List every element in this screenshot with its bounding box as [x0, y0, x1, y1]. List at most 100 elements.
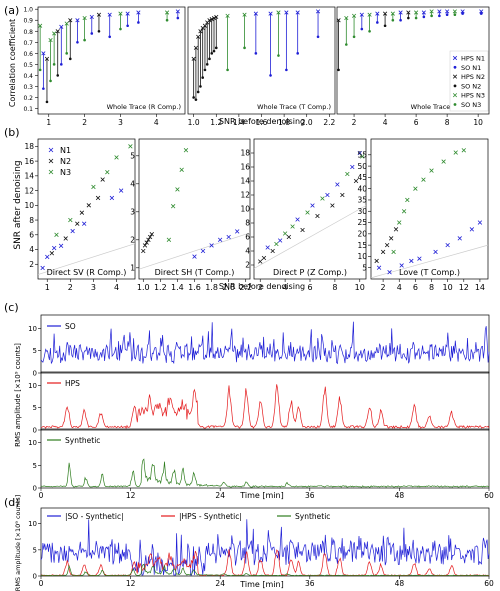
data-point [270, 248, 275, 254]
data-point [200, 248, 206, 254]
so-marker [461, 12, 464, 15]
so-marker [210, 52, 214, 55]
x-tick-label: 1.8 [205, 283, 218, 292]
y-tick-label: 0.7 [23, 40, 33, 47]
data-point [384, 242, 390, 248]
x-tick-label: 4 [383, 118, 388, 127]
hps-marker [295, 10, 300, 15]
data-point [58, 243, 64, 249]
x-tick-label: 1.6 [188, 283, 201, 292]
legend-label: HPS [65, 379, 80, 388]
y-tick-label: 12 [24, 186, 34, 195]
hps-marker [175, 9, 180, 14]
data-point [141, 248, 146, 254]
data-point [79, 210, 85, 215]
data-point [179, 167, 184, 172]
hps-marker [125, 11, 130, 16]
x-tick-label: 1.2 [210, 118, 222, 127]
so-marker [430, 14, 433, 18]
hps-marker [89, 14, 94, 20]
waveform-syn [40, 458, 490, 488]
hps-marker [406, 10, 411, 15]
data-point [226, 234, 231, 240]
data-point [305, 210, 310, 215]
panel-b-axes-1 [37, 138, 136, 280]
so-marker [203, 68, 207, 72]
x-tick-label: 0 [39, 579, 44, 588]
so-marker [479, 12, 483, 15]
panel-b-xlabel: SNR before denoising [219, 282, 305, 291]
y-tick-label: 10 [28, 382, 37, 390]
x-tick-label: 4 [283, 283, 288, 292]
x-tick-label: 4 [397, 283, 402, 292]
hps-marker [390, 11, 395, 16]
hps-marker [367, 12, 372, 17]
x-tick-label: 12 [126, 491, 136, 500]
so-marker [391, 18, 395, 22]
so-marker [97, 29, 101, 33]
y-tick-label: 0 [33, 573, 37, 581]
so-marker [126, 24, 129, 28]
so-marker [108, 35, 112, 39]
data-point [374, 258, 379, 264]
hps-marker [191, 56, 196, 61]
x-tick-label: 8 [429, 283, 434, 292]
legend-label: SO [65, 322, 76, 331]
one-to-one-line [138, 232, 251, 270]
y-tick-label: 10 [28, 325, 37, 333]
legend-marker [453, 84, 457, 88]
x-tick-label: 2 [82, 118, 87, 127]
so-marker [383, 24, 387, 28]
so-marker [90, 32, 94, 35]
x-tick-label: 1.0 [137, 283, 150, 292]
hps-marker [421, 10, 426, 15]
panel-b-axes-2 [138, 138, 251, 280]
y-tick-label: 0 [33, 485, 37, 493]
so-marker [360, 27, 364, 31]
x-tick-label: 48 [395, 579, 405, 588]
x-tick-label: 8 [445, 118, 450, 127]
y-tick-label: 0 [33, 427, 37, 435]
data-point [295, 217, 300, 222]
hps-marker [351, 13, 357, 18]
hps-marker [96, 12, 102, 17]
hps-marker [276, 10, 281, 15]
panel-c-axes-3 [40, 428, 490, 489]
panel-a-axes-1 [37, 6, 186, 115]
data-point [310, 203, 315, 208]
legend-marker [452, 55, 458, 61]
data-point [68, 217, 73, 223]
so-marker [407, 16, 410, 20]
data-point [63, 236, 68, 241]
legend-marker [48, 158, 54, 164]
data-point [183, 148, 189, 153]
so-marker [212, 49, 216, 53]
data-point [95, 195, 101, 201]
y-tick-label: 6 [245, 233, 250, 242]
x-tick-label: 24 [215, 491, 225, 500]
y-tick-label: 40 [357, 184, 367, 193]
panel-d-axes [40, 507, 490, 577]
subplot-title: Whole Trace (R Comp.) [107, 103, 181, 111]
data-point [86, 203, 91, 208]
hps-marker [48, 38, 53, 43]
x-tick-label: 2 [352, 118, 357, 127]
waveform-syn [40, 563, 490, 576]
hps-marker [382, 11, 388, 16]
so-marker [285, 68, 288, 72]
so-marker [56, 74, 60, 77]
x-tick-label: 4 [154, 118, 159, 127]
x-tick-label: 10 [443, 283, 453, 292]
legend-marker [452, 74, 458, 79]
legend-label: N2 [60, 157, 71, 166]
legend-label: |HPS - Synthetic| [179, 512, 242, 521]
hps-marker [41, 51, 46, 56]
so-marker [205, 63, 209, 66]
hps-marker [164, 10, 170, 15]
x-tick-label: 1.4 [171, 283, 184, 292]
hps-marker [193, 45, 198, 50]
hps-marker [196, 34, 201, 39]
so-marker [194, 98, 198, 101]
x-tick-label: 1 [45, 283, 50, 292]
so-marker [196, 90, 200, 94]
